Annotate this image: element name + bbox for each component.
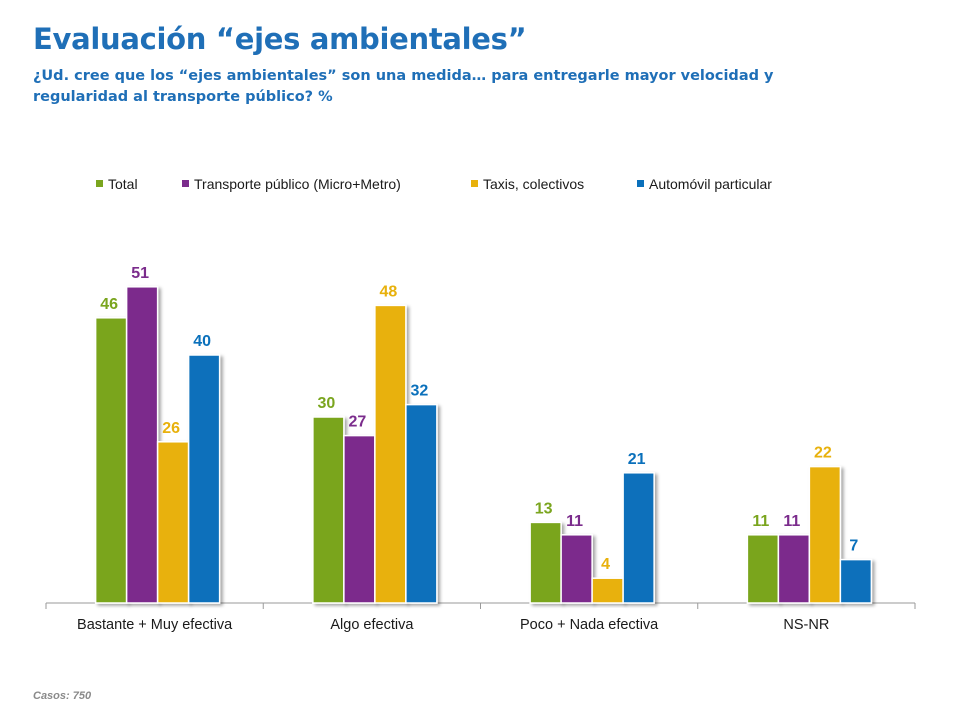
data-label: 11 — [752, 513, 769, 530]
legend-label: Automóvil particular — [649, 176, 772, 192]
category-label: Bastante + Muy efectiva — [77, 617, 233, 633]
data-label: 51 — [131, 265, 149, 282]
bar-1-4 — [746, 534, 780, 604]
chart-title: Evaluación “ejes ambientales” — [33, 22, 527, 56]
data-label: 27 — [348, 414, 366, 431]
sample-size-note: Casos: 750 — [33, 690, 92, 702]
bar-4-1 — [187, 354, 221, 604]
chart-subtitle: ¿Ud. cree que los “ejes ambientales” son… — [33, 68, 774, 105]
bar-3-4 — [808, 465, 842, 604]
data-label: 13 — [535, 500, 553, 517]
data-label: 11 — [566, 513, 583, 530]
data-label: 4 — [601, 556, 610, 573]
category-label: NS-NR — [783, 617, 829, 633]
bar-2-3 — [560, 534, 593, 604]
data-label: 30 — [317, 395, 335, 412]
data-label: 26 — [162, 420, 180, 437]
bar-1-1 — [94, 317, 128, 604]
data-label: 11 — [783, 513, 800, 530]
data-label: 22 — [814, 445, 832, 462]
bar-3-2 — [374, 304, 407, 604]
bar-4-3 — [622, 472, 655, 604]
legend-swatch — [471, 180, 478, 187]
data-label: 21 — [628, 451, 646, 468]
legend-label: Transporte público (Micro+Metro) — [194, 176, 401, 192]
legend-label: Taxis, colectivos — [483, 176, 584, 192]
data-label: 32 — [410, 383, 428, 400]
bar-3-3 — [591, 577, 624, 604]
bar-3-1 — [156, 441, 190, 604]
bar-2-2 — [343, 434, 376, 604]
data-label: 48 — [379, 283, 397, 300]
legend-swatch — [96, 180, 103, 187]
legend-label: Total — [108, 176, 138, 192]
data-label: 46 — [100, 296, 118, 313]
bar-2-4 — [777, 534, 811, 604]
bar-2-1 — [125, 286, 159, 604]
bar-1-2 — [312, 416, 345, 604]
legend-swatch — [182, 180, 189, 187]
bar-4-2 — [405, 403, 438, 604]
category-label: Poco + Nada efectiva — [520, 617, 659, 633]
data-label: 40 — [193, 333, 211, 350]
bar-4-4 — [839, 558, 873, 604]
category-label: Algo efectiva — [330, 617, 414, 633]
data-label: 7 — [849, 538, 858, 555]
legend-swatch — [637, 180, 644, 187]
bar-1-3 — [529, 521, 562, 604]
